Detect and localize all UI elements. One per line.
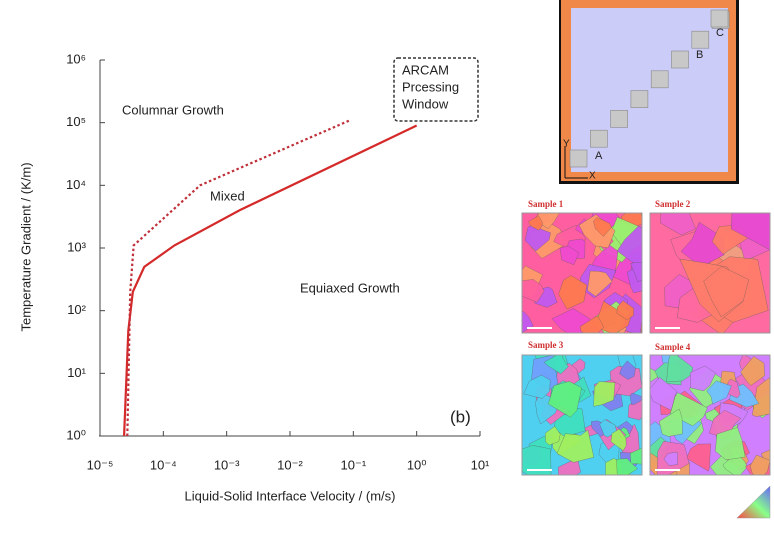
grain [629, 392, 642, 405]
grain [523, 374, 551, 399]
grain [731, 213, 770, 251]
window-box [393, 57, 479, 122]
sample-title: Sample 3 [528, 340, 564, 350]
sample-square [610, 110, 628, 128]
grain [706, 380, 732, 405]
y-tick-label: 10² [67, 302, 86, 317]
sample-square [691, 30, 710, 49]
grain [619, 360, 636, 380]
grain [630, 447, 642, 465]
y-tick-label: 10⁴ [66, 177, 86, 192]
window-label: Window [402, 96, 449, 111]
sample-square [630, 90, 649, 108]
grain [686, 443, 711, 472]
grain [616, 458, 638, 475]
grain [593, 381, 616, 407]
micrograph [650, 355, 770, 475]
micrograph [522, 355, 642, 475]
micrograph [522, 213, 642, 333]
grain [578, 214, 616, 249]
point-label: C [716, 27, 724, 39]
grain [587, 270, 613, 297]
annotation: Columnar Growth [122, 102, 224, 117]
grain [703, 266, 749, 318]
series-line [126, 119, 351, 437]
grain [616, 300, 634, 321]
grain [630, 262, 642, 283]
annotation: Mixed [210, 188, 245, 203]
y-axis-label: Temperature Gradient / (K/m) [18, 162, 33, 331]
grain [528, 215, 543, 231]
x-tick-label: 10⁻² [277, 457, 303, 472]
grain [545, 425, 561, 446]
grain [599, 419, 617, 438]
point-label: A [595, 150, 603, 162]
grain [548, 381, 582, 418]
y-tick-label: 10⁶ [66, 51, 86, 66]
x-tick-label: 10⁻¹ [341, 457, 367, 472]
grain [559, 245, 579, 265]
x-axis-label: Liquid-Solid Interface Velocity / (m/s) [185, 488, 396, 503]
grain [752, 377, 770, 417]
annotation: (b) [450, 407, 471, 426]
grain [660, 213, 696, 236]
window-label: ARCAM [402, 62, 449, 77]
grain [543, 355, 569, 375]
micrograph [650, 213, 770, 333]
y-tick-label: 10¹ [67, 365, 86, 380]
sample-title: Sample 4 [655, 342, 691, 352]
micrograph-frame [649, 354, 771, 476]
x-tick-label: 10¹ [471, 457, 490, 472]
sample-title: Sample 1 [528, 199, 564, 209]
grain [749, 454, 770, 475]
x-tick-label: 10⁻⁵ [87, 457, 114, 472]
sample-title: Sample 2 [655, 199, 691, 209]
sample-square [569, 149, 588, 168]
grain [666, 355, 694, 383]
grain [663, 451, 678, 466]
grain [650, 376, 678, 411]
micrograph-frame [521, 212, 643, 334]
sample-square [710, 9, 729, 28]
x-tick-label: 10⁰ [407, 457, 427, 472]
window-label: Prcessing [402, 79, 459, 94]
grain [722, 452, 748, 475]
grain [659, 408, 683, 437]
y-tick-label: 10⁰ [66, 427, 86, 442]
grain [689, 365, 716, 392]
series-line [122, 124, 418, 437]
grain [740, 356, 765, 386]
axis-name: X [589, 171, 596, 182]
grain [556, 429, 594, 463]
sample-square [671, 50, 689, 69]
color-key [736, 485, 771, 519]
x-tick-label: 10⁻³ [214, 457, 240, 472]
grain [616, 226, 642, 270]
grain [610, 428, 627, 451]
grain [593, 217, 612, 237]
grain [715, 427, 746, 461]
grain [524, 225, 551, 252]
sample-square [589, 129, 608, 148]
sample-square [650, 70, 669, 89]
point-label: B [696, 49, 703, 61]
y-tick-label: 10⁵ [66, 114, 86, 129]
grain [558, 275, 588, 310]
grain [725, 378, 741, 399]
grain [522, 279, 545, 303]
y-tick-label: 10³ [67, 239, 86, 254]
axis-name: Y [563, 139, 570, 150]
micrograph-frame [649, 212, 771, 334]
annotation: Equiaxed Growth [300, 280, 400, 295]
micrograph-frame [521, 354, 643, 476]
grain [522, 445, 552, 475]
grain [579, 315, 604, 333]
x-tick-label: 10⁻⁴ [150, 457, 177, 472]
